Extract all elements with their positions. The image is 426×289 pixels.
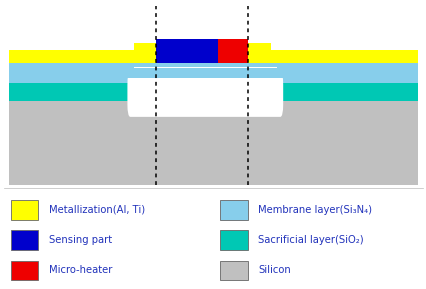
Bar [156, 39, 217, 63]
Bar [133, 67, 276, 79]
Bar [9, 63, 417, 83]
Bar [9, 50, 417, 63]
Bar [133, 43, 156, 63]
Text: Sacrificial layer(SiO₂): Sacrificial layer(SiO₂) [258, 235, 363, 245]
Text: Membrane layer(Si₃N₄): Membrane layer(Si₃N₄) [258, 205, 371, 215]
FancyBboxPatch shape [127, 72, 282, 117]
Bar [127, 68, 282, 78]
FancyBboxPatch shape [11, 200, 38, 220]
Bar [9, 101, 417, 185]
FancyBboxPatch shape [219, 261, 247, 280]
Bar [156, 50, 248, 63]
Text: Micro-heater: Micro-heater [49, 265, 112, 275]
FancyBboxPatch shape [219, 231, 247, 250]
Bar [248, 43, 270, 63]
Text: Metallization(Al, Ti): Metallization(Al, Ti) [49, 205, 145, 215]
FancyBboxPatch shape [11, 261, 38, 280]
FancyBboxPatch shape [11, 231, 38, 250]
Text: Sensing part: Sensing part [49, 235, 112, 245]
Text: Silicon: Silicon [258, 265, 291, 275]
Bar [217, 39, 248, 63]
Bar [9, 83, 417, 101]
FancyBboxPatch shape [219, 200, 247, 220]
